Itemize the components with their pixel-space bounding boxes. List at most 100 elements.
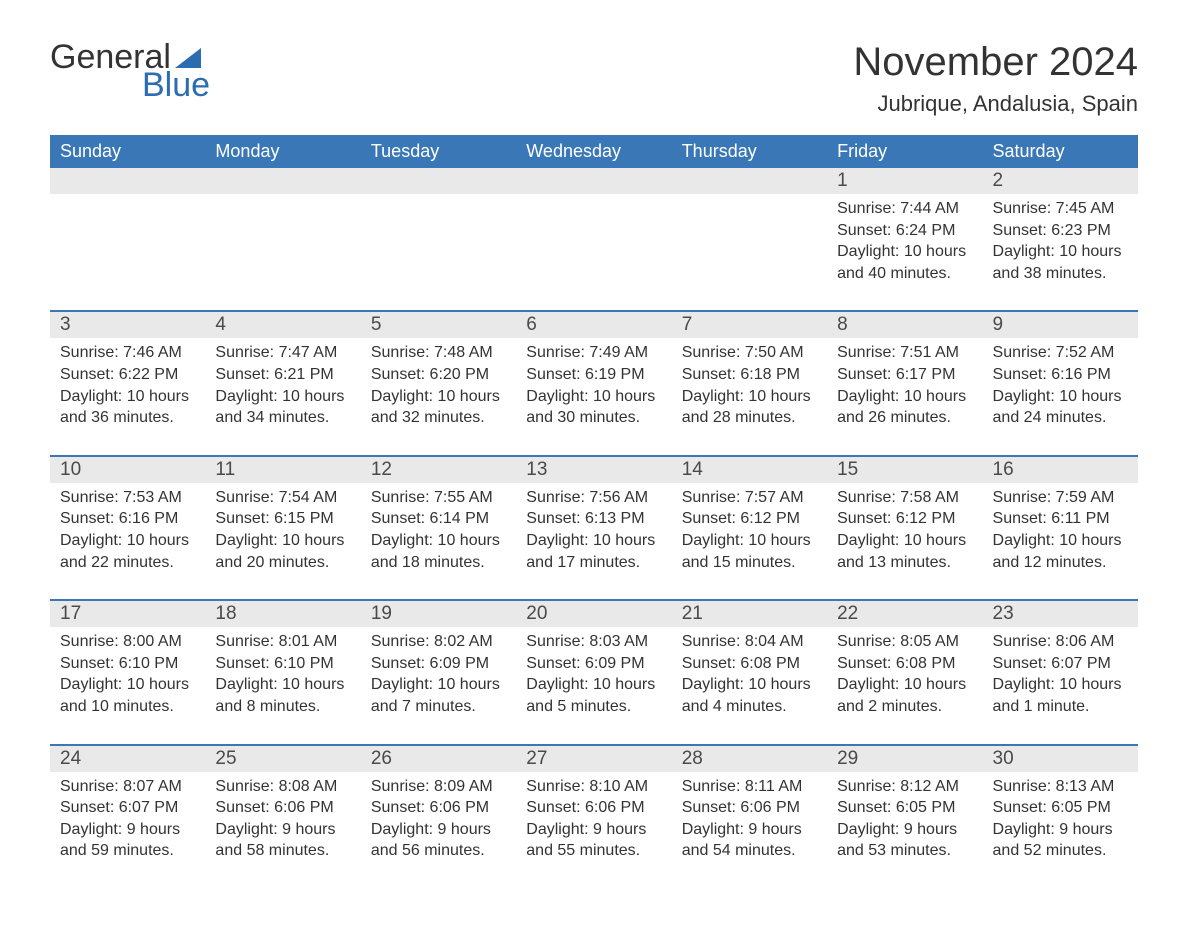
daylight-label: Daylight: <box>993 388 1060 405</box>
sunset-label: Sunset: <box>371 366 430 383</box>
sunrise-value: 8:11 AM <box>745 778 803 795</box>
title-block: November 2024 Jubrique, Andalusia, Spain <box>853 40 1138 117</box>
day-number: 13 <box>516 457 671 483</box>
sunrise-value: 7:49 AM <box>589 344 648 361</box>
sunrise-label: Sunrise: <box>371 344 434 361</box>
daylight-line: Daylight: 9 hours and 54 minutes. <box>682 819 817 862</box>
sunrise-label: Sunrise: <box>837 778 900 795</box>
sunrise-line: Sunrise: 7:51 AM <box>837 342 972 364</box>
location: Jubrique, Andalusia, Spain <box>853 91 1138 117</box>
empty-cell <box>361 194 516 311</box>
sunrise-line: Sunrise: 8:11 AM <box>682 776 817 798</box>
day-detail: Sunrise: 8:12 AMSunset: 6:05 PMDaylight:… <box>827 772 982 888</box>
sunrise-value: 7:51 AM <box>900 344 959 361</box>
day-number: 28 <box>672 746 827 772</box>
daylight-label: Daylight: <box>837 676 904 693</box>
empty-cell <box>516 194 671 311</box>
sunrise-value: 7:46 AM <box>123 344 182 361</box>
daylight-line: Daylight: 10 hours and 10 minutes. <box>60 674 195 717</box>
day-detail: Sunrise: 7:59 AMSunset: 6:11 PMDaylight:… <box>983 483 1138 600</box>
sunrise-label: Sunrise: <box>526 344 589 361</box>
day-number: 25 <box>205 746 360 772</box>
sunrise-value: 8:12 AM <box>900 778 959 795</box>
day-detail-row: Sunrise: 7:44 AMSunset: 6:24 PMDaylight:… <box>50 194 1138 311</box>
sunset-value: 6:07 PM <box>1051 655 1111 672</box>
daylight-line: Daylight: 10 hours and 22 minutes. <box>60 530 195 573</box>
daylight-label: Daylight: <box>526 532 593 549</box>
sunrise-value: 7:54 AM <box>279 489 338 506</box>
daylight-label: Daylight: <box>526 821 593 838</box>
day-detail: Sunrise: 7:55 AMSunset: 6:14 PMDaylight:… <box>361 483 516 600</box>
day-detail: Sunrise: 7:45 AMSunset: 6:23 PMDaylight:… <box>983 194 1138 311</box>
day-detail: Sunrise: 7:47 AMSunset: 6:21 PMDaylight:… <box>205 338 360 455</box>
sunrise-line: Sunrise: 8:01 AM <box>215 631 350 653</box>
sunset-value: 6:08 PM <box>740 655 800 672</box>
sunrise-label: Sunrise: <box>526 633 589 650</box>
sunset-value: 6:15 PM <box>274 510 334 527</box>
sunset-label: Sunset: <box>215 655 274 672</box>
sunrise-label: Sunrise: <box>60 489 123 506</box>
daylight-label: Daylight: <box>526 676 593 693</box>
day-header: Tuesday <box>361 135 516 168</box>
sunrise-line: Sunrise: 8:03 AM <box>526 631 661 653</box>
day-header: Sunday <box>50 135 205 168</box>
sunrise-value: 7:58 AM <box>900 489 959 506</box>
sunset-line: Sunset: 6:12 PM <box>837 508 972 530</box>
daylight-label: Daylight: <box>215 388 282 405</box>
daylight-label: Daylight: <box>993 532 1060 549</box>
daylight-label: Daylight: <box>60 676 127 693</box>
sunset-line: Sunset: 6:05 PM <box>837 797 972 819</box>
day-number: 3 <box>50 312 205 338</box>
sunrise-line: Sunrise: 7:49 AM <box>526 342 661 364</box>
sunrise-label: Sunrise: <box>371 489 434 506</box>
day-number: 6 <box>516 312 671 338</box>
day-detail: Sunrise: 7:53 AMSunset: 6:16 PMDaylight:… <box>50 483 205 600</box>
day-number-row: 17181920212223 <box>50 601 1138 627</box>
sunset-label: Sunset: <box>526 510 585 527</box>
daylight-line: Daylight: 10 hours and 17 minutes. <box>526 530 661 573</box>
sunrise-line: Sunrise: 8:08 AM <box>215 776 350 798</box>
sunset-label: Sunset: <box>993 799 1052 816</box>
empty-cell <box>205 168 360 194</box>
day-number: 17 <box>50 601 205 627</box>
daylight-label: Daylight: <box>682 821 749 838</box>
sunrise-line: Sunrise: 8:12 AM <box>837 776 972 798</box>
day-number: 30 <box>983 746 1138 772</box>
sunset-label: Sunset: <box>526 655 585 672</box>
sunset-line: Sunset: 6:12 PM <box>682 508 817 530</box>
sunset-value: 6:18 PM <box>740 366 800 383</box>
sunrise-label: Sunrise: <box>682 344 745 361</box>
sunset-label: Sunset: <box>837 510 896 527</box>
day-number: 7 <box>672 312 827 338</box>
day-number: 15 <box>827 457 982 483</box>
daylight-label: Daylight: <box>837 821 904 838</box>
sunrise-label: Sunrise: <box>371 778 434 795</box>
sunrise-value: 7:55 AM <box>434 489 493 506</box>
daylight-line: Daylight: 10 hours and 28 minutes. <box>682 386 817 429</box>
sunset-label: Sunset: <box>60 510 119 527</box>
day-detail: Sunrise: 8:09 AMSunset: 6:06 PMDaylight:… <box>361 772 516 888</box>
sunrise-value: 7:53 AM <box>123 489 182 506</box>
sunrise-label: Sunrise: <box>215 778 278 795</box>
day-number: 19 <box>361 601 516 627</box>
sunrise-value: 7:47 AM <box>279 344 338 361</box>
daylight-line: Daylight: 9 hours and 55 minutes. <box>526 819 661 862</box>
day-number: 27 <box>516 746 671 772</box>
sunrise-label: Sunrise: <box>993 489 1056 506</box>
sunrise-line: Sunrise: 7:59 AM <box>993 487 1128 509</box>
sunrise-label: Sunrise: <box>993 344 1056 361</box>
sunset-value: 6:14 PM <box>430 510 490 527</box>
sunrise-label: Sunrise: <box>526 778 589 795</box>
daylight-label: Daylight: <box>60 532 127 549</box>
sunrise-value: 7:48 AM <box>434 344 493 361</box>
day-detail-row: Sunrise: 8:07 AMSunset: 6:07 PMDaylight:… <box>50 772 1138 888</box>
day-detail: Sunrise: 8:04 AMSunset: 6:08 PMDaylight:… <box>672 627 827 744</box>
sunrise-value: 8:09 AM <box>434 778 493 795</box>
daylight-line: Daylight: 10 hours and 32 minutes. <box>371 386 506 429</box>
sunset-value: 6:06 PM <box>585 799 645 816</box>
daylight-line: Daylight: 10 hours and 40 minutes. <box>837 241 972 284</box>
sunset-value: 6:10 PM <box>119 655 179 672</box>
day-number: 1 <box>827 168 982 194</box>
sunrise-value: 8:08 AM <box>279 778 338 795</box>
day-number: 20 <box>516 601 671 627</box>
